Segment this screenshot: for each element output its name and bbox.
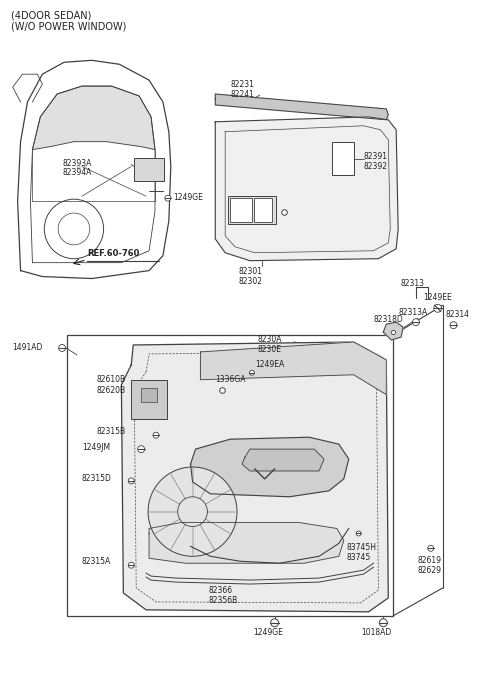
Circle shape (59, 345, 66, 352)
Circle shape (356, 531, 361, 536)
Text: 82315B: 82315B (96, 427, 126, 436)
Text: (W/O POWER WINDOW): (W/O POWER WINDOW) (11, 21, 126, 32)
Circle shape (379, 619, 387, 627)
Bar (134, 158, 164, 182)
Circle shape (165, 195, 171, 201)
Text: 82366: 82366 (208, 586, 232, 595)
Circle shape (250, 370, 254, 375)
Circle shape (128, 562, 134, 568)
Text: 82315D: 82315D (82, 474, 112, 483)
Text: 1018AD: 1018AD (361, 627, 392, 636)
Circle shape (153, 432, 159, 438)
Text: 82302: 82302 (238, 277, 262, 286)
Polygon shape (216, 117, 398, 261)
Text: REF.60-760: REF.60-760 (87, 249, 139, 258)
Text: 1249EE: 1249EE (423, 293, 452, 303)
Circle shape (271, 619, 278, 627)
Text: 82313A: 82313A (398, 308, 427, 317)
Text: 1491AD: 1491AD (12, 343, 43, 352)
Text: 82391: 82391 (363, 151, 387, 160)
Bar (228, 196, 276, 224)
Text: 82313: 82313 (400, 279, 424, 288)
Text: 1249GE: 1249GE (173, 193, 203, 202)
Text: 82394A: 82394A (62, 169, 92, 178)
Circle shape (128, 478, 134, 484)
Text: 82610B: 82610B (96, 375, 126, 384)
Bar (254, 198, 272, 222)
Bar (131, 380, 167, 420)
Text: 82393A: 82393A (62, 158, 92, 167)
Text: 1249GE: 1249GE (253, 627, 283, 636)
Text: 8230E: 8230E (258, 345, 282, 354)
Polygon shape (216, 94, 388, 120)
Bar (332, 142, 354, 175)
Text: 83745: 83745 (347, 553, 371, 562)
Polygon shape (201, 342, 386, 395)
Polygon shape (149, 523, 344, 563)
Text: 82315A: 82315A (82, 557, 111, 566)
Polygon shape (121, 342, 388, 612)
Circle shape (450, 322, 457, 329)
Text: 82392: 82392 (363, 162, 387, 171)
Circle shape (412, 319, 420, 325)
Text: 82620B: 82620B (96, 386, 126, 395)
Bar (230, 198, 252, 222)
Text: 1249EA: 1249EA (255, 360, 284, 369)
Text: (4DOOR SEDAN): (4DOOR SEDAN) (11, 11, 91, 21)
Bar (141, 387, 157, 402)
Text: 82301: 82301 (238, 267, 262, 276)
Text: 82629: 82629 (418, 566, 442, 575)
Text: 82314: 82314 (445, 310, 469, 319)
Text: 82619: 82619 (418, 557, 442, 566)
Polygon shape (33, 86, 155, 149)
Text: 82356B: 82356B (208, 596, 238, 605)
Text: 1336GA: 1336GA (216, 375, 246, 384)
Circle shape (148, 467, 237, 557)
Polygon shape (384, 322, 403, 340)
Circle shape (428, 546, 434, 551)
Circle shape (138, 446, 144, 453)
Text: 82231: 82231 (230, 80, 254, 89)
Text: 1249JM: 1249JM (82, 443, 110, 452)
Circle shape (434, 304, 442, 312)
Polygon shape (242, 449, 324, 471)
Polygon shape (191, 438, 349, 497)
Text: 82241: 82241 (230, 90, 254, 99)
Bar (67, 335, 393, 616)
Text: 82318D: 82318D (373, 315, 403, 324)
Text: H  R: H R (77, 166, 87, 171)
Text: 8230A: 8230A (258, 335, 282, 344)
Text: 83745H: 83745H (347, 544, 377, 552)
